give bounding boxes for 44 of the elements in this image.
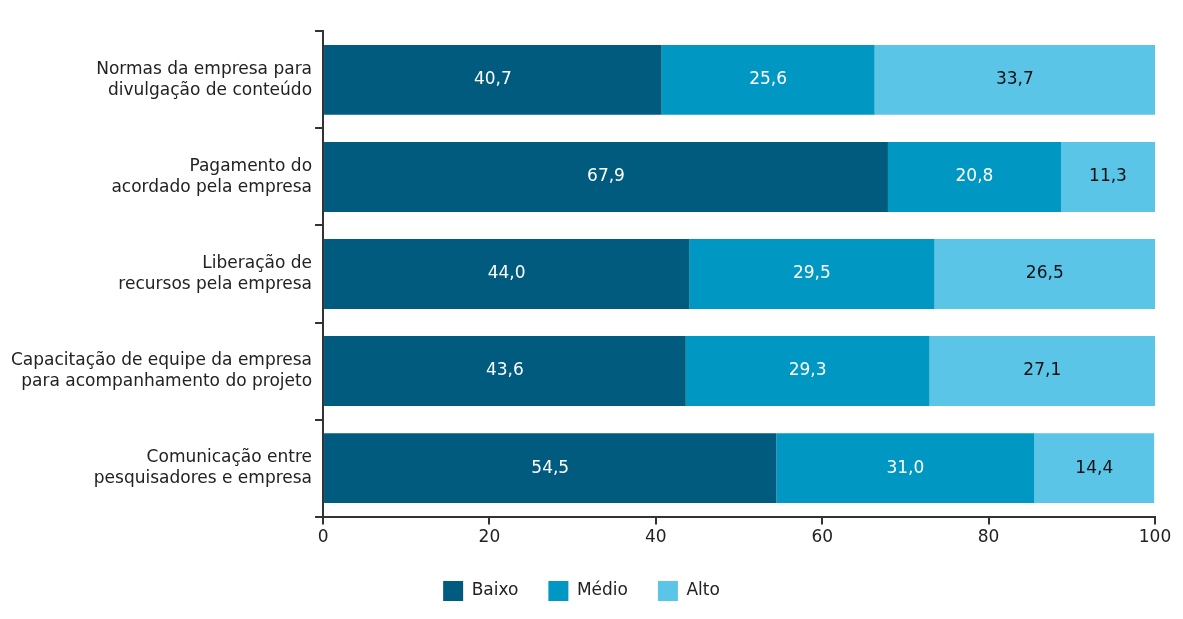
x-tick-label: 0 (317, 526, 329, 547)
bar (929, 336, 1155, 406)
y-tick-label: Normas da empresa para divulgação de conteúdo (96, 58, 313, 99)
bar (1060, 142, 1155, 212)
data-label: 40,7 (473, 68, 512, 89)
bar (874, 44, 1155, 115)
bar (324, 433, 777, 504)
bar (324, 336, 686, 406)
y-tick-label: Pagamento do acordado pela empresa (111, 155, 313, 196)
data-label: 29,3 (788, 359, 827, 380)
legend-label: Baixo (471, 579, 519, 600)
y-tick-label: Capacitação de equipe da empresa para acompanhamento do projeto (11, 349, 313, 390)
x-tick-label: 100 (1138, 526, 1172, 547)
bar (887, 142, 1061, 212)
x-tick-label: 20 (478, 526, 501, 547)
bar (324, 239, 690, 309)
legend-label: Alto (686, 579, 720, 600)
bar (685, 336, 930, 406)
bar (689, 239, 935, 309)
bar (776, 433, 1035, 504)
data-label: 14,4 (1075, 456, 1114, 477)
x-tick-label: 60 (811, 526, 834, 547)
data-label: 33,7 (995, 68, 1034, 89)
bar (324, 142, 888, 212)
legend-label: Médio (576, 579, 628, 600)
data-label: 25,6 (749, 68, 788, 89)
data-label: 27,1 (1023, 359, 1062, 380)
bar (934, 239, 1155, 309)
data-label: 67,9 (587, 165, 625, 186)
data-label: 29,5 (792, 262, 831, 283)
x-tick-label: 40 (645, 526, 667, 547)
bar (324, 44, 662, 115)
data-label: 44,0 (487, 262, 526, 283)
data-label: 54,5 (531, 456, 570, 477)
data-label: 26,5 (1025, 262, 1064, 283)
bar (1034, 433, 1155, 504)
bar (661, 44, 875, 115)
data-label: 20,8 (955, 165, 994, 186)
y-tick-label: Liberação de recursos pela empresa (118, 252, 313, 293)
data-label: 43,6 (485, 359, 524, 380)
data-label: 31,0 (886, 456, 925, 477)
x-tick-label: 80 (977, 526, 1000, 547)
data-label: 11,3 (1089, 165, 1127, 186)
y-tick-label: Comunicação entre pesquisadores e empresa (93, 446, 313, 487)
